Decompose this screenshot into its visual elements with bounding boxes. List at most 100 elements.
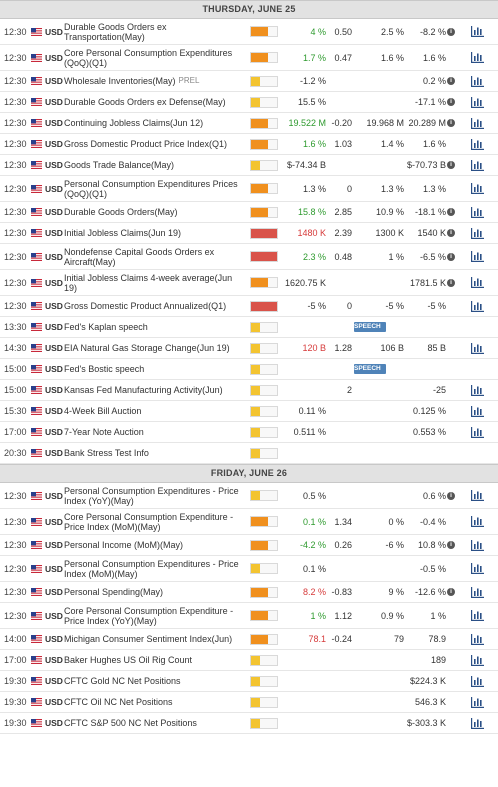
event-name[interactable]: CFTC S&P 500 NC Net Positions	[64, 713, 246, 733]
event-row[interactable]: 17:00 USD Baker Hughes US Oil Rig Count 189	[0, 650, 498, 671]
event-name[interactable]: CFTC Oil NC Net Positions	[64, 692, 246, 712]
bar-chart-icon[interactable]	[471, 202, 487, 222]
event-name[interactable]: Gross Domestic Product Price Index(Q1)	[64, 134, 246, 154]
event-name[interactable]: 4-Week Bill Auction	[64, 401, 246, 421]
event-name[interactable]: Initial Jobless Claims(Jun 19)	[64, 223, 246, 243]
info-icon[interactable]: i	[447, 483, 457, 508]
bar-chart-icon[interactable]	[471, 113, 487, 133]
info-icon[interactable]: i	[447, 270, 457, 295]
event-row[interactable]: 15:30 USD 4-Week Bill Auction 0.11 % 0.125 %	[0, 401, 498, 422]
event-name[interactable]: Core Personal Consumption Expenditure - …	[64, 603, 246, 628]
bar-chart-icon[interactable]	[471, 296, 487, 316]
info-icon[interactable]: i	[447, 155, 457, 175]
info-icon[interactable]: i	[447, 71, 457, 91]
event-name[interactable]: Fed's Bostic speech	[64, 359, 246, 379]
event-name[interactable]: Wholesale Inventories(May) PREL	[64, 71, 246, 91]
info-icon[interactable]: i	[447, 202, 457, 222]
event-row[interactable]: 15:00 USD Fed's Bostic speech SPEECH	[0, 359, 498, 380]
event-name[interactable]: Core Personal Consumption Expenditure - …	[64, 509, 246, 534]
event-row[interactable]: 12:30 USD Core Personal Consumption Expend…	[0, 603, 498, 629]
event-row[interactable]: 12:30 USD Personal Consumption Expenditure…	[0, 556, 498, 582]
event-name[interactable]: 7-Year Note Auction	[64, 422, 246, 442]
event-name[interactable]: Core Personal Consumption Expenditures (…	[64, 45, 246, 70]
bar-chart-icon[interactable]	[471, 45, 487, 70]
event-row[interactable]: 12:30 USD Gross Domestic Product Price Ind…	[0, 134, 498, 155]
info-icon[interactable]: i	[447, 223, 457, 243]
info-icon[interactable]: i	[447, 19, 457, 44]
event-row[interactable]: 12:30 USD Durable Goods Orders ex Defense(…	[0, 92, 498, 113]
info-icon[interactable]: i	[447, 582, 457, 602]
bar-chart-icon[interactable]	[471, 650, 487, 670]
event-name[interactable]: Durable Goods Orders ex Transportation(M…	[64, 19, 246, 44]
bar-chart-icon[interactable]	[471, 19, 487, 44]
event-name[interactable]: Nondefense Capital Goods Orders ex Aircr…	[64, 244, 246, 269]
bar-chart-icon[interactable]	[471, 671, 487, 691]
event-row[interactable]: 12:30 USD Wholesale Inventories(May) PREL -1…	[0, 71, 498, 92]
event-row[interactable]: 12:30 USD Initial Jobless Claims(Jun 19) 14…	[0, 223, 498, 244]
event-name[interactable]: Fed's Kaplan speech	[64, 317, 246, 337]
event-name[interactable]: Goods Trade Balance(May)	[64, 155, 246, 175]
bar-chart-icon[interactable]	[471, 380, 487, 400]
event-name[interactable]: Personal Consumption Expenditures - Pric…	[64, 556, 246, 581]
event-name[interactable]: Personal Spending(May)	[64, 582, 246, 602]
event-row[interactable]: 12:30 USD Personal Income (MoM)(May) -4.2 %…	[0, 535, 498, 556]
bar-chart-icon[interactable]	[471, 535, 487, 555]
event-name[interactable]: EIA Natural Gas Storage Change(Jun 19)	[64, 338, 246, 358]
event-row[interactable]: 20:30 USD Bank Stress Test Info	[0, 443, 498, 464]
event-name[interactable]: Durable Goods Orders(May)	[64, 202, 246, 222]
bar-chart-icon[interactable]	[471, 603, 487, 628]
bar-chart-icon[interactable]	[471, 582, 487, 602]
event-row[interactable]: 15:00 USD Kansas Fed Manufacturing Activit…	[0, 380, 498, 401]
event-row[interactable]: 17:00 USD 7-Year Note Auction 0.511 % 0.553 …	[0, 422, 498, 443]
event-row[interactable]: 14:00 USD Michigan Consumer Sentiment Inde…	[0, 629, 498, 650]
bar-chart-icon[interactable]	[471, 629, 487, 649]
bar-chart-icon[interactable]	[471, 483, 487, 508]
event-name[interactable]: Initial Jobless Claims 4-week average(Ju…	[64, 270, 246, 295]
event-name[interactable]: Baker Hughes US Oil Rig Count	[64, 650, 246, 670]
bar-chart-icon[interactable]	[471, 244, 487, 269]
event-row[interactable]: 12:30 USD Gross Domestic Product Annualize…	[0, 296, 498, 317]
event-name[interactable]: Bank Stress Test Info	[64, 443, 246, 463]
event-row[interactable]: 12:30 USD Initial Jobless Claims 4-week av…	[0, 270, 498, 296]
event-row[interactable]: 14:30 USD EIA Natural Gas Storage Change(J…	[0, 338, 498, 359]
bar-chart-icon[interactable]	[471, 509, 487, 534]
bar-chart-icon[interactable]	[471, 692, 487, 712]
bar-chart-icon[interactable]	[471, 134, 487, 154]
event-row[interactable]: 12:30 USD Durable Goods Orders ex Transpor…	[0, 19, 498, 45]
info-icon[interactable]: i	[447, 535, 457, 555]
event-name[interactable]: CFTC Gold NC Net Positions	[64, 671, 246, 691]
bar-chart-icon[interactable]	[471, 155, 487, 175]
event-name[interactable]: Continuing Jobless Claims(Jun 12)	[64, 113, 246, 133]
bar-chart-icon[interactable]	[471, 713, 487, 733]
bar-chart-icon[interactable]	[471, 338, 487, 358]
event-name[interactable]: Durable Goods Orders ex Defense(May)	[64, 92, 246, 112]
event-name[interactable]: Personal Consumption Expenditures Prices…	[64, 176, 246, 201]
event-row[interactable]: 12:30 USD Continuing Jobless Claims(Jun 12…	[0, 113, 498, 134]
event-name[interactable]: Personal Income (MoM)(May)	[64, 535, 246, 555]
bar-chart-icon[interactable]	[471, 92, 487, 112]
event-row[interactable]: 12:30 USD Personal Consumption Expenditure…	[0, 483, 498, 509]
event-row[interactable]: 12:30 USD Core Personal Consumption Expend…	[0, 45, 498, 71]
info-icon[interactable]: i	[447, 92, 457, 112]
event-row[interactable]: 19:30 USD CFTC Gold NC Net Positions $224.3…	[0, 671, 498, 692]
event-row[interactable]: 12:30 USD Durable Goods Orders(May) 15.8 % 2…	[0, 202, 498, 223]
bar-chart-icon[interactable]	[471, 556, 487, 581]
event-name[interactable]: Kansas Fed Manufacturing Activity(Jun)	[64, 380, 246, 400]
bar-chart-icon[interactable]	[471, 71, 487, 91]
event-row[interactable]: 12:30 USD Goods Trade Balance(May) $-74.34 …	[0, 155, 498, 176]
event-row[interactable]: 12:30 USD Personal Consumption Expenditure…	[0, 176, 498, 202]
bar-chart-icon[interactable]	[471, 223, 487, 243]
bar-chart-icon[interactable]	[471, 270, 487, 295]
info-icon[interactable]: i	[447, 113, 457, 133]
info-icon[interactable]: i	[447, 244, 457, 269]
event-row[interactable]: 12:30 USD Nondefense Capital Goods Orders …	[0, 244, 498, 270]
event-name[interactable]: Michigan Consumer Sentiment Index(Jun)	[64, 629, 246, 649]
event-row[interactable]: 19:30 USD CFTC Oil NC Net Positions 546.3 K	[0, 692, 498, 713]
event-row[interactable]: 12:30 USD Core Personal Consumption Expend…	[0, 509, 498, 535]
event-name[interactable]: Personal Consumption Expenditures - Pric…	[64, 483, 246, 508]
event-row[interactable]: 12:30 USD Personal Spending(May) 8.2 % -0.83…	[0, 582, 498, 603]
event-row[interactable]: 13:30 USD Fed's Kaplan speech SPEECH	[0, 317, 498, 338]
event-row[interactable]: 19:30 USD CFTC S&P 500 NC Net Positions $-3…	[0, 713, 498, 734]
event-name[interactable]: Gross Domestic Product Annualized(Q1)	[64, 296, 246, 316]
bar-chart-icon[interactable]	[471, 401, 487, 421]
